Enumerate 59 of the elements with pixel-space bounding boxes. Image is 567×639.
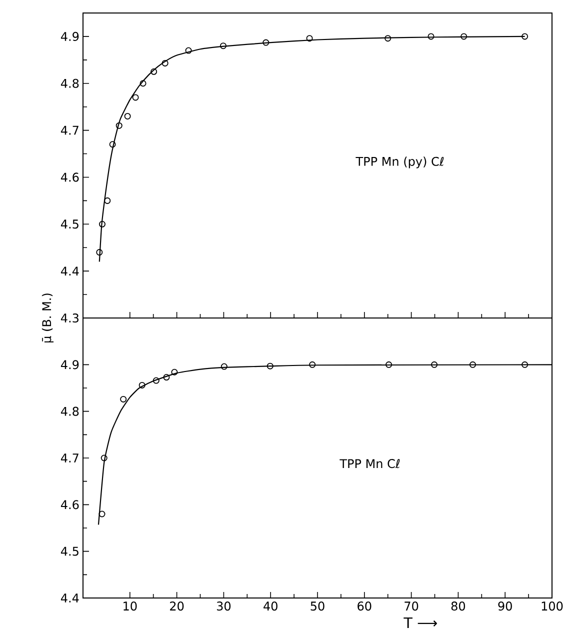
point: [185, 47, 192, 54]
point: [220, 42, 226, 50]
point: [109, 141, 116, 148]
point: [138, 382, 146, 388]
point: [171, 368, 178, 376]
point: [306, 35, 313, 42]
y-tick-label: 4.9: [60, 360, 79, 370]
point: [460, 33, 468, 40]
point: [469, 361, 476, 368]
y-tick-label: 4.6: [60, 500, 79, 510]
x-tick-label: 20: [170, 602, 184, 611]
x-tick-label: 70: [404, 602, 418, 611]
x-tick-label: 10: [124, 602, 137, 611]
y-tick-label: 4.4: [60, 594, 79, 602]
point: [386, 361, 392, 368]
y-tick-label: 4.9: [60, 32, 79, 41]
x-tick-label: 60: [358, 602, 372, 611]
point: [120, 396, 127, 402]
y-tick-label: 4.8: [60, 406, 79, 416]
x-tick-label: 90: [498, 602, 512, 611]
point: [522, 361, 528, 368]
point: [309, 361, 316, 368]
annotation: TPP Mn Cℓ: [340, 459, 400, 468]
point: [152, 377, 160, 384]
point: [262, 39, 270, 46]
x-tick-label: 40: [264, 602, 278, 611]
point: [96, 249, 103, 256]
x-axis-title: T ⟶: [404, 617, 437, 628]
y-tick-label: 4.7: [60, 126, 78, 135]
y-tick-label: 4.6: [60, 172, 79, 182]
x-tick-label: 30: [216, 602, 231, 611]
y-tick-label: 4.3: [60, 313, 78, 323]
y-tick-label: 4.5: [60, 220, 78, 229]
line-series: [98, 36, 526, 262]
point: [163, 374, 170, 381]
point: [162, 60, 168, 66]
point: [384, 35, 392, 42]
x-tick-label: 80: [451, 602, 466, 611]
x-tick-label: 50: [310, 602, 324, 611]
y-tick-label: 4.8: [60, 78, 79, 88]
annotation: TPP Mn (py) Cℓ: [356, 156, 444, 168]
point: [124, 112, 131, 120]
y-tick-label: 4.4: [60, 266, 79, 276]
point: [100, 454, 108, 462]
y-axis-title: μ̄ (B. M.): [42, 294, 54, 342]
y-tick-label: 4.5: [60, 546, 78, 556]
point: [104, 197, 111, 204]
point: [150, 68, 158, 75]
point: [431, 361, 438, 368]
point: [428, 33, 434, 40]
point: [132, 94, 139, 101]
x-tick-label: 100: [542, 602, 563, 611]
point: [98, 510, 106, 518]
point: [140, 80, 146, 87]
point: [116, 122, 122, 129]
y-tick-label: 4.7: [60, 454, 78, 462]
point: [98, 220, 106, 228]
point: [220, 363, 228, 370]
point: [266, 362, 274, 370]
